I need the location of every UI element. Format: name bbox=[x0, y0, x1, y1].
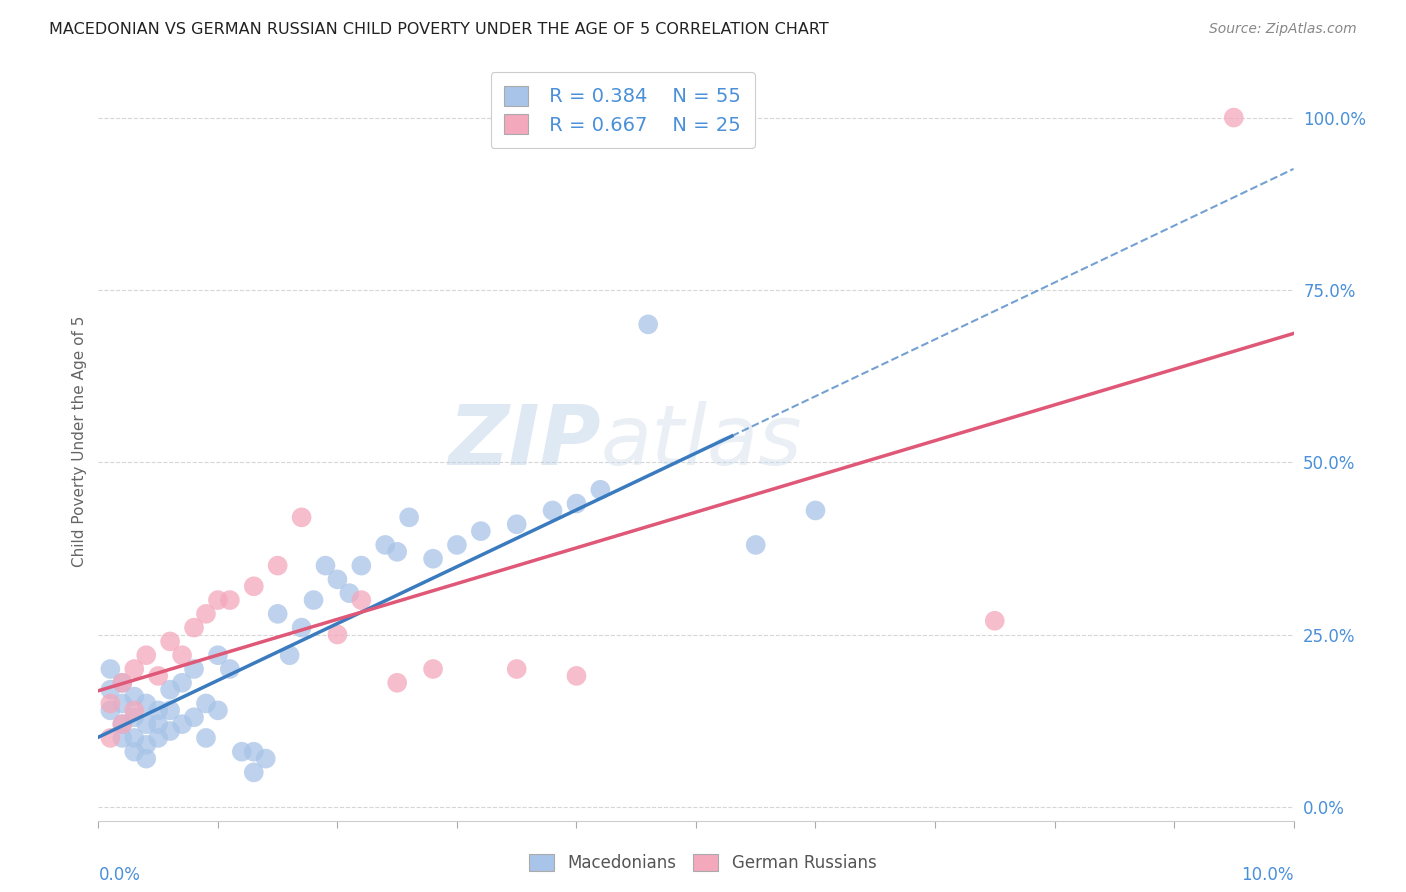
Y-axis label: Child Poverty Under the Age of 5: Child Poverty Under the Age of 5 bbox=[72, 316, 87, 567]
Point bbox=[243, 579, 266, 593]
Point bbox=[98, 703, 122, 717]
Point bbox=[135, 697, 157, 711]
Point bbox=[385, 675, 409, 690]
Point bbox=[243, 745, 266, 759]
Point bbox=[506, 662, 529, 676]
Point bbox=[326, 573, 349, 587]
Point bbox=[984, 614, 1007, 628]
Text: 0.0%: 0.0% bbox=[98, 866, 141, 884]
Point bbox=[637, 318, 659, 332]
Point bbox=[422, 662, 444, 676]
Point bbox=[98, 662, 122, 676]
Point bbox=[195, 697, 218, 711]
Point bbox=[124, 710, 146, 724]
Point bbox=[98, 682, 122, 697]
Point bbox=[111, 675, 134, 690]
Point bbox=[124, 745, 146, 759]
Point bbox=[278, 648, 301, 663]
Point bbox=[326, 627, 349, 641]
Point bbox=[148, 717, 170, 731]
Point bbox=[183, 621, 205, 635]
Point bbox=[207, 703, 229, 717]
Point bbox=[195, 731, 218, 745]
Point bbox=[111, 717, 134, 731]
Point bbox=[302, 593, 325, 607]
Point bbox=[124, 662, 146, 676]
Text: MACEDONIAN VS GERMAN RUSSIAN CHILD POVERTY UNDER THE AGE OF 5 CORRELATION CHART: MACEDONIAN VS GERMAN RUSSIAN CHILD POVER… bbox=[49, 22, 830, 37]
Point bbox=[159, 634, 181, 648]
Point bbox=[243, 765, 266, 780]
Text: Source: ZipAtlas.com: Source: ZipAtlas.com bbox=[1209, 22, 1357, 37]
Point bbox=[111, 675, 134, 690]
Point bbox=[254, 751, 277, 765]
Point bbox=[98, 731, 122, 745]
Point bbox=[207, 593, 229, 607]
Point bbox=[135, 648, 157, 663]
Point bbox=[135, 717, 157, 731]
Point bbox=[565, 669, 588, 683]
Point bbox=[315, 558, 337, 573]
Point bbox=[124, 690, 146, 704]
Point bbox=[195, 607, 218, 621]
Point bbox=[135, 738, 157, 752]
Point bbox=[172, 648, 194, 663]
Point bbox=[1223, 111, 1246, 125]
Point bbox=[135, 751, 157, 765]
Point bbox=[148, 669, 170, 683]
Point bbox=[541, 503, 564, 517]
Point bbox=[374, 538, 396, 552]
Point bbox=[172, 675, 194, 690]
Point bbox=[398, 510, 420, 524]
Point bbox=[159, 703, 181, 717]
Point bbox=[267, 607, 290, 621]
Point bbox=[111, 731, 134, 745]
Point bbox=[148, 731, 170, 745]
Point bbox=[350, 558, 373, 573]
Point bbox=[111, 697, 134, 711]
Point bbox=[291, 510, 314, 524]
Point bbox=[98, 697, 122, 711]
Point bbox=[745, 538, 768, 552]
Point bbox=[207, 648, 229, 663]
Point bbox=[350, 593, 373, 607]
Point bbox=[446, 538, 468, 552]
Legend:  R = 0.384    N = 55,  R = 0.667    N = 25: R = 0.384 N = 55, R = 0.667 N = 25 bbox=[491, 72, 755, 148]
Point bbox=[422, 551, 444, 566]
Text: atlas: atlas bbox=[600, 401, 801, 482]
Text: 10.0%: 10.0% bbox=[1241, 866, 1294, 884]
Point bbox=[385, 545, 409, 559]
Point bbox=[267, 558, 290, 573]
Point bbox=[148, 703, 170, 717]
Point bbox=[124, 703, 146, 717]
Point bbox=[291, 621, 314, 635]
Point bbox=[159, 682, 181, 697]
Legend: Macedonians, German Russians: Macedonians, German Russians bbox=[523, 847, 883, 879]
Point bbox=[159, 724, 181, 739]
Point bbox=[183, 710, 205, 724]
Point bbox=[124, 731, 146, 745]
Point bbox=[339, 586, 361, 600]
Point bbox=[470, 524, 492, 538]
Point bbox=[231, 745, 253, 759]
Point bbox=[172, 717, 194, 731]
Point bbox=[506, 517, 529, 532]
Point bbox=[219, 593, 242, 607]
Text: ZIP: ZIP bbox=[447, 401, 600, 482]
Point bbox=[565, 497, 588, 511]
Point bbox=[183, 662, 205, 676]
Point bbox=[111, 717, 134, 731]
Point bbox=[589, 483, 612, 497]
Point bbox=[804, 503, 827, 517]
Point bbox=[219, 662, 242, 676]
